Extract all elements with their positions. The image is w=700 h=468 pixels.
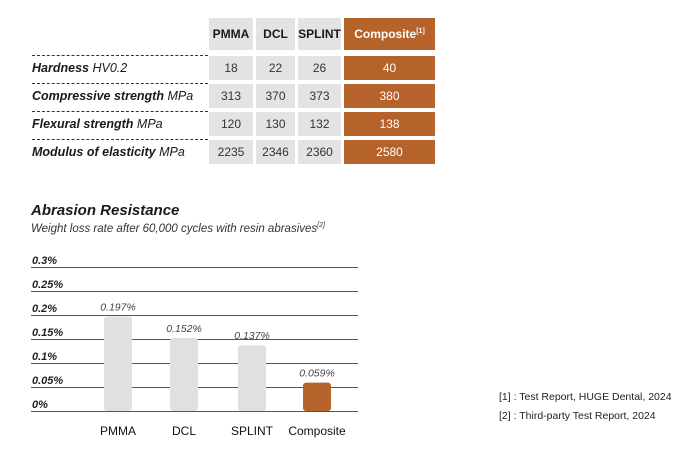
cell-separator: [298, 83, 341, 84]
bar: [238, 345, 266, 411]
cell-pmma: 120: [209, 112, 253, 136]
y-tick-label: 0.2%: [32, 303, 57, 315]
header-pmma: PMMA: [209, 18, 253, 50]
cell-splint: 132: [298, 112, 341, 136]
data-label: 0.152%: [166, 323, 202, 335]
header-splint: SPLINT: [298, 18, 341, 50]
row-label-name: Hardness: [32, 61, 89, 75]
row-separator: [32, 55, 208, 56]
chart-subtitle-text: Weight loss rate after 60,000 cycles wit…: [31, 223, 318, 235]
bar: [104, 316, 132, 411]
cell-separator: [344, 111, 435, 112]
cell-separator: [344, 139, 435, 140]
cell-separator: [298, 111, 341, 112]
category-label: DCL: [172, 424, 196, 438]
bar: [303, 382, 331, 411]
reference-2: [2] : Third-party Test Report, 2024: [499, 410, 656, 422]
row-label-name: Compressive strength: [32, 89, 164, 103]
row-label: Modulus of elasticity MPa: [32, 140, 208, 164]
cell-splint: 2360: [298, 140, 341, 164]
cell-separator: [209, 111, 253, 112]
row-label-name: Flexural strength: [32, 117, 134, 131]
data-label: 0.197%: [100, 301, 136, 313]
cell-dcl: 130: [256, 112, 295, 136]
row-separator: [32, 111, 208, 112]
cell-dcl: 2346: [256, 140, 295, 164]
cell-separator: [209, 139, 253, 140]
y-tick-label: 0.25%: [32, 279, 63, 291]
data-label: 0.137%: [234, 330, 270, 342]
row-label-unit: MPa: [136, 117, 163, 131]
header-composite: Composite[1]: [344, 18, 435, 50]
row-label: Compressive strength MPa: [32, 84, 208, 108]
row-label-unit: HV0.2: [92, 61, 128, 75]
row-label: Hardness HV0.2: [32, 56, 208, 80]
cell-splint: 26: [298, 56, 341, 80]
y-tick-label: 0.1%: [32, 351, 57, 363]
row-separator: [32, 139, 208, 140]
header-composite-label: Composite: [354, 27, 417, 41]
cell-dcl: 370: [256, 84, 295, 108]
cell-composite: 380: [344, 84, 435, 108]
header-composite-note: [1]: [416, 28, 425, 35]
y-tick-label: 0.15%: [32, 327, 63, 339]
row-separator: [32, 83, 208, 84]
data-label: 0.059%: [299, 368, 335, 380]
chart-title: Abrasion Resistance: [31, 202, 180, 219]
row-label: Flexural strength MPa: [32, 112, 208, 136]
y-tick-label: 0.05%: [32, 375, 63, 387]
cell-separator: [256, 83, 295, 84]
row-label-unit: MPa: [159, 145, 185, 159]
cell-dcl: 22: [256, 56, 295, 80]
y-tick-label: 0%: [32, 399, 48, 411]
y-tick-label: 0.3%: [32, 255, 57, 267]
category-label: Composite: [288, 424, 346, 438]
cell-pmma: 313: [209, 84, 253, 108]
header-dcl: DCL: [256, 18, 295, 50]
cell-composite: 138: [344, 112, 435, 136]
bar: [170, 338, 198, 411]
cell-separator: [344, 83, 435, 84]
cell-pmma: 2235: [209, 140, 253, 164]
cell-pmma: 18: [209, 56, 253, 80]
cell-splint: 373: [298, 84, 341, 108]
cell-separator: [256, 139, 295, 140]
chart-subtitle: Weight loss rate after 60,000 cycles wit…: [31, 222, 325, 235]
cell-separator: [209, 83, 253, 84]
cell-separator: [256, 111, 295, 112]
chart-subtitle-note: [2]: [317, 222, 325, 230]
reference-1: [1] : Test Report, HUGE Dental, 2024: [499, 391, 672, 403]
cell-separator: [298, 139, 341, 140]
cell-composite: 40: [344, 56, 435, 80]
row-label-name: Modulus of elasticity: [32, 145, 156, 159]
cell-composite: 2580: [344, 140, 435, 164]
category-label: PMMA: [100, 424, 136, 438]
category-label: SPLINT: [231, 424, 274, 438]
row-label-unit: MPa: [167, 89, 194, 103]
